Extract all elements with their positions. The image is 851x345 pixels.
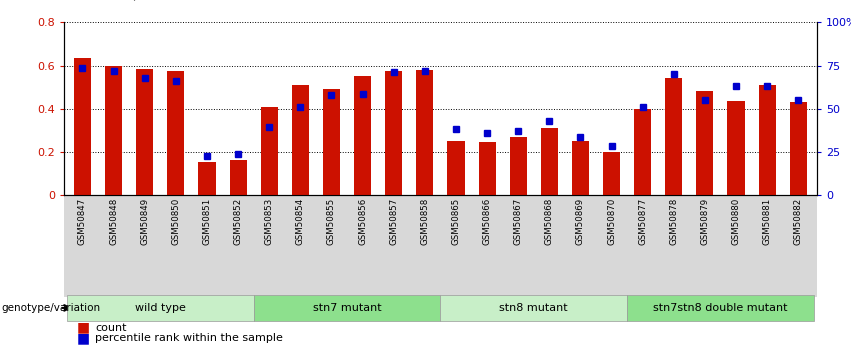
Text: stn7 mutant: stn7 mutant	[312, 303, 381, 313]
Bar	[105, 66, 123, 195]
Bar	[74, 58, 91, 195]
Text: ■: ■	[77, 331, 89, 345]
Text: wild type: wild type	[134, 303, 186, 313]
Bar	[323, 89, 340, 195]
Bar	[634, 109, 651, 195]
Text: GDS2109 / 1509: GDS2109 / 1509	[64, 0, 178, 2]
Bar	[198, 161, 215, 195]
Bar	[510, 137, 527, 195]
Bar	[696, 91, 713, 195]
Bar	[728, 101, 745, 195]
Bar	[386, 71, 403, 195]
Text: stn8 mutant: stn8 mutant	[500, 303, 568, 313]
Bar	[260, 107, 277, 195]
Text: genotype/variation: genotype/variation	[2, 303, 100, 313]
Bar	[230, 160, 247, 195]
Text: count: count	[95, 323, 127, 333]
Text: stn7stn8 double mutant: stn7stn8 double mutant	[654, 303, 788, 313]
Bar	[168, 71, 185, 195]
Bar	[603, 152, 620, 195]
Text: ■: ■	[77, 321, 89, 335]
Bar	[758, 85, 776, 195]
Bar	[540, 128, 558, 195]
Bar	[292, 85, 309, 195]
Text: percentile rank within the sample: percentile rank within the sample	[95, 333, 283, 343]
Bar	[416, 70, 433, 195]
Bar	[572, 141, 589, 195]
Bar	[790, 102, 807, 195]
Bar	[136, 69, 153, 195]
Bar	[665, 78, 683, 195]
Bar	[354, 76, 371, 195]
Bar	[478, 142, 495, 195]
Bar	[448, 141, 465, 195]
